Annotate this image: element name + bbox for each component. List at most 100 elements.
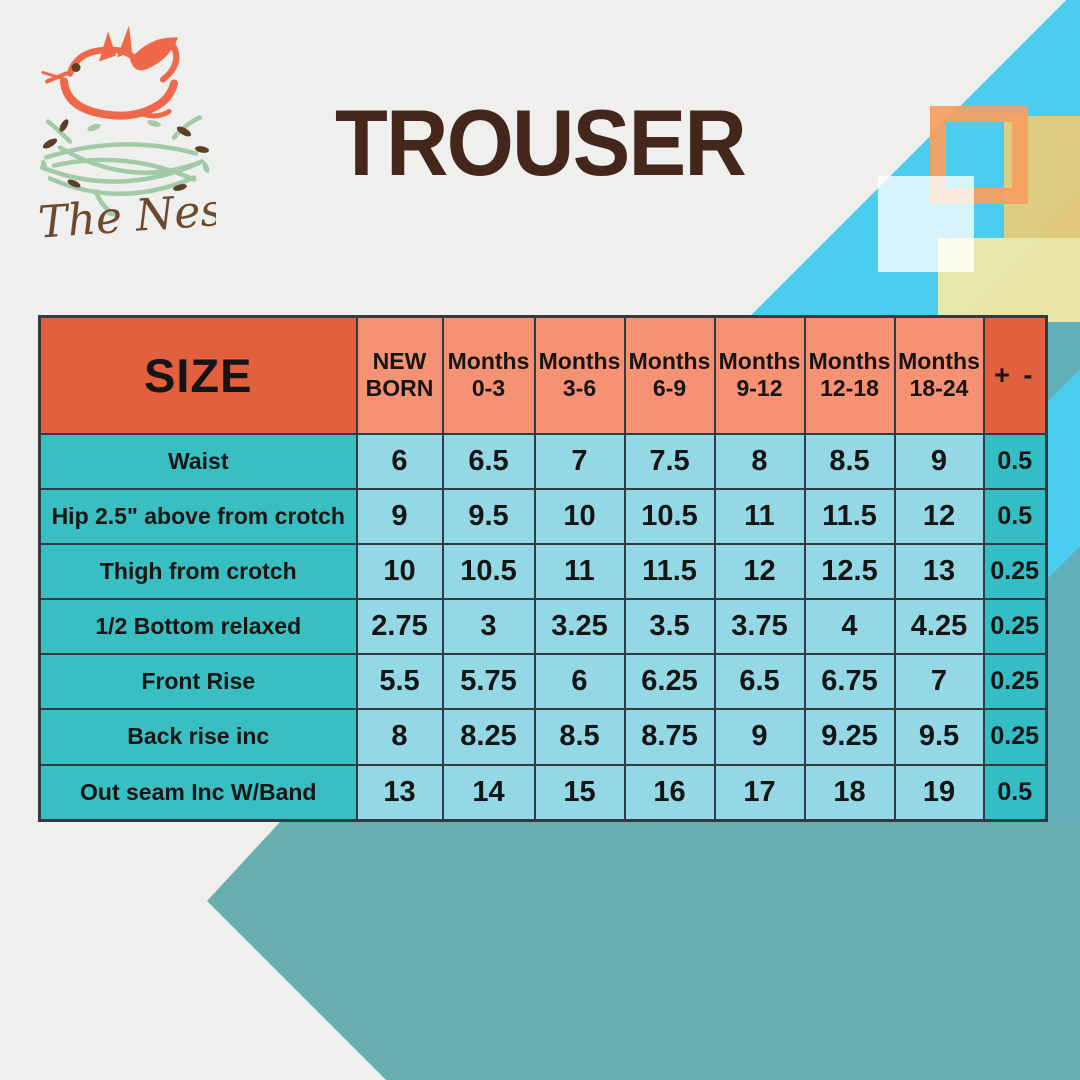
header-row: SIZE NEW BORN Months 0-3 Months 3-6 Months 6-9 M…: [38, 315, 1048, 435]
measurement-label: Front Rise: [38, 653, 358, 711]
size-value: 16: [623, 763, 716, 822]
size-value: 8: [355, 708, 444, 766]
size-value: 10: [533, 487, 626, 545]
table-row: Front Rise 5.5 5.75 6 6.25 6.5 6.75 7 0.25: [38, 653, 1048, 711]
table-row: Out seam Inc W/Band 13 14 15 16 17 18 19 0.5: [38, 763, 1048, 822]
tolerance-value: 0.25: [982, 598, 1048, 656]
size-value: 9.25: [803, 708, 896, 766]
column-header-18-24: Months 18-24: [893, 315, 985, 435]
column-header-line1: Months: [447, 347, 530, 374]
size-value: 15: [533, 763, 626, 822]
size-value: 12: [713, 542, 806, 601]
size-value: 8: [713, 432, 806, 490]
bird-icon: [41, 25, 180, 120]
column-header-9-12: Months 9-12: [713, 315, 806, 435]
size-value: 11.5: [623, 542, 716, 601]
size-value: 5.75: [441, 653, 536, 711]
size-value: 7: [533, 432, 626, 490]
tolerance-value: 0.25: [982, 708, 1048, 766]
size-value: 11: [713, 487, 806, 545]
measurement-label: Thigh from crotch: [38, 542, 358, 601]
measurement-label: Back rise inc: [38, 708, 358, 766]
column-header-0-3: Months 0-3: [441, 315, 536, 435]
size-value: 17: [713, 763, 806, 822]
tolerance-header: + -: [982, 315, 1048, 435]
size-value: 3: [441, 598, 536, 656]
size-value: 7: [893, 653, 985, 711]
column-header-line2: 0-3: [471, 375, 506, 402]
bird-nest-logo-icon: The Nest: [37, 25, 216, 242]
decor-square-white: [878, 176, 974, 272]
size-value: 9.5: [893, 708, 985, 766]
bottom-banner-shape: [207, 822, 1080, 1080]
table-row: Thigh from crotch 10 10.5 11 11.5 12 12.5 13 0.2…: [38, 542, 1048, 601]
size-value: 10: [355, 542, 444, 601]
column-header-line1: Months: [808, 347, 891, 374]
tolerance-value: 0.25: [982, 542, 1048, 601]
measurement-label: Waist: [38, 432, 358, 490]
size-value: 8.5: [533, 708, 626, 766]
size-value: 3.75: [713, 598, 806, 656]
column-header-6-9: Months 6-9: [623, 315, 716, 435]
measurement-label: 1/2 Bottom relaxed: [38, 598, 358, 656]
column-header-3-6: Months 3-6: [533, 315, 626, 435]
table-row: Waist 6 6.5 7 7.5 8 8.5 9 0.5: [38, 432, 1048, 490]
size-value: 13: [893, 542, 985, 601]
size-chart-table: SIZE NEW BORN Months 0-3 Months 3-6 Months 6-9 M…: [38, 315, 1048, 822]
column-header-line2: 3-6: [562, 375, 597, 402]
column-header-line2: 9-12: [736, 375, 783, 402]
size-value: 11: [533, 542, 626, 601]
column-header-line1: Months: [538, 347, 621, 374]
size-value: 8.25: [441, 708, 536, 766]
size-value: 2.75: [355, 598, 444, 656]
column-header-line1: Months: [898, 347, 980, 374]
size-value: 4: [803, 598, 896, 656]
size-value: 6.5: [713, 653, 806, 711]
column-header-12-18: Months 12-18: [803, 315, 896, 435]
size-value: 6: [355, 432, 444, 490]
size-value: 10.5: [623, 487, 716, 545]
size-value: 5.5: [355, 653, 444, 711]
size-value: 6: [533, 653, 626, 711]
column-header-line1: NEW: [372, 347, 427, 374]
table-row: 1/2 Bottom relaxed 2.75 3 3.25 3.5 3.75 4 4.25 0…: [38, 598, 1048, 656]
table-row: Hip 2.5" above from crotch 9 9.5 10 10.5 11 11…: [38, 487, 1048, 545]
column-header-line1: Months: [628, 347, 711, 374]
column-header-line2: 12-18: [820, 375, 879, 402]
size-value: 12: [893, 487, 985, 545]
size-value: 11.5: [803, 487, 896, 545]
size-value: 18: [803, 763, 896, 822]
tolerance-value: 0.5: [982, 432, 1048, 490]
size-value: 8.75: [623, 708, 716, 766]
nest-leaves: [41, 119, 210, 217]
page-title: TROUSER: [335, 90, 747, 195]
size-value: 10.5: [441, 542, 536, 601]
size-value: 3.5: [623, 598, 716, 656]
size-value: 4.25: [893, 598, 985, 656]
column-header-line2: 18-24: [909, 375, 969, 402]
size-value: 7.5: [623, 432, 716, 490]
size-value: 6.25: [623, 653, 716, 711]
size-value: 9: [893, 432, 985, 490]
measurement-label: Hip 2.5" above from crotch: [38, 487, 358, 545]
size-value: 8.5: [803, 432, 896, 490]
tolerance-value: 0.25: [982, 653, 1048, 711]
size-value: 9.5: [441, 487, 536, 545]
tolerance-value: 0.5: [982, 763, 1048, 822]
size-value: 9: [355, 487, 444, 545]
nest-twigs: [39, 115, 205, 214]
size-value: 13: [355, 763, 444, 822]
size-header: SIZE: [38, 315, 358, 435]
size-value: 6.75: [803, 653, 896, 711]
brand-name: The Nest: [37, 184, 216, 242]
size-value: 12.5: [803, 542, 896, 601]
size-value: 19: [893, 763, 985, 822]
column-header-born: NEW BORN: [355, 315, 444, 435]
measurement-label: Out seam Inc W/Band: [38, 763, 358, 822]
bird-eye: [71, 63, 81, 72]
column-header-line2: BORN: [365, 375, 434, 402]
column-header-line1: Months: [718, 347, 801, 374]
column-header-line2: 6-9: [652, 375, 687, 402]
size-value: 3.25: [533, 598, 626, 656]
